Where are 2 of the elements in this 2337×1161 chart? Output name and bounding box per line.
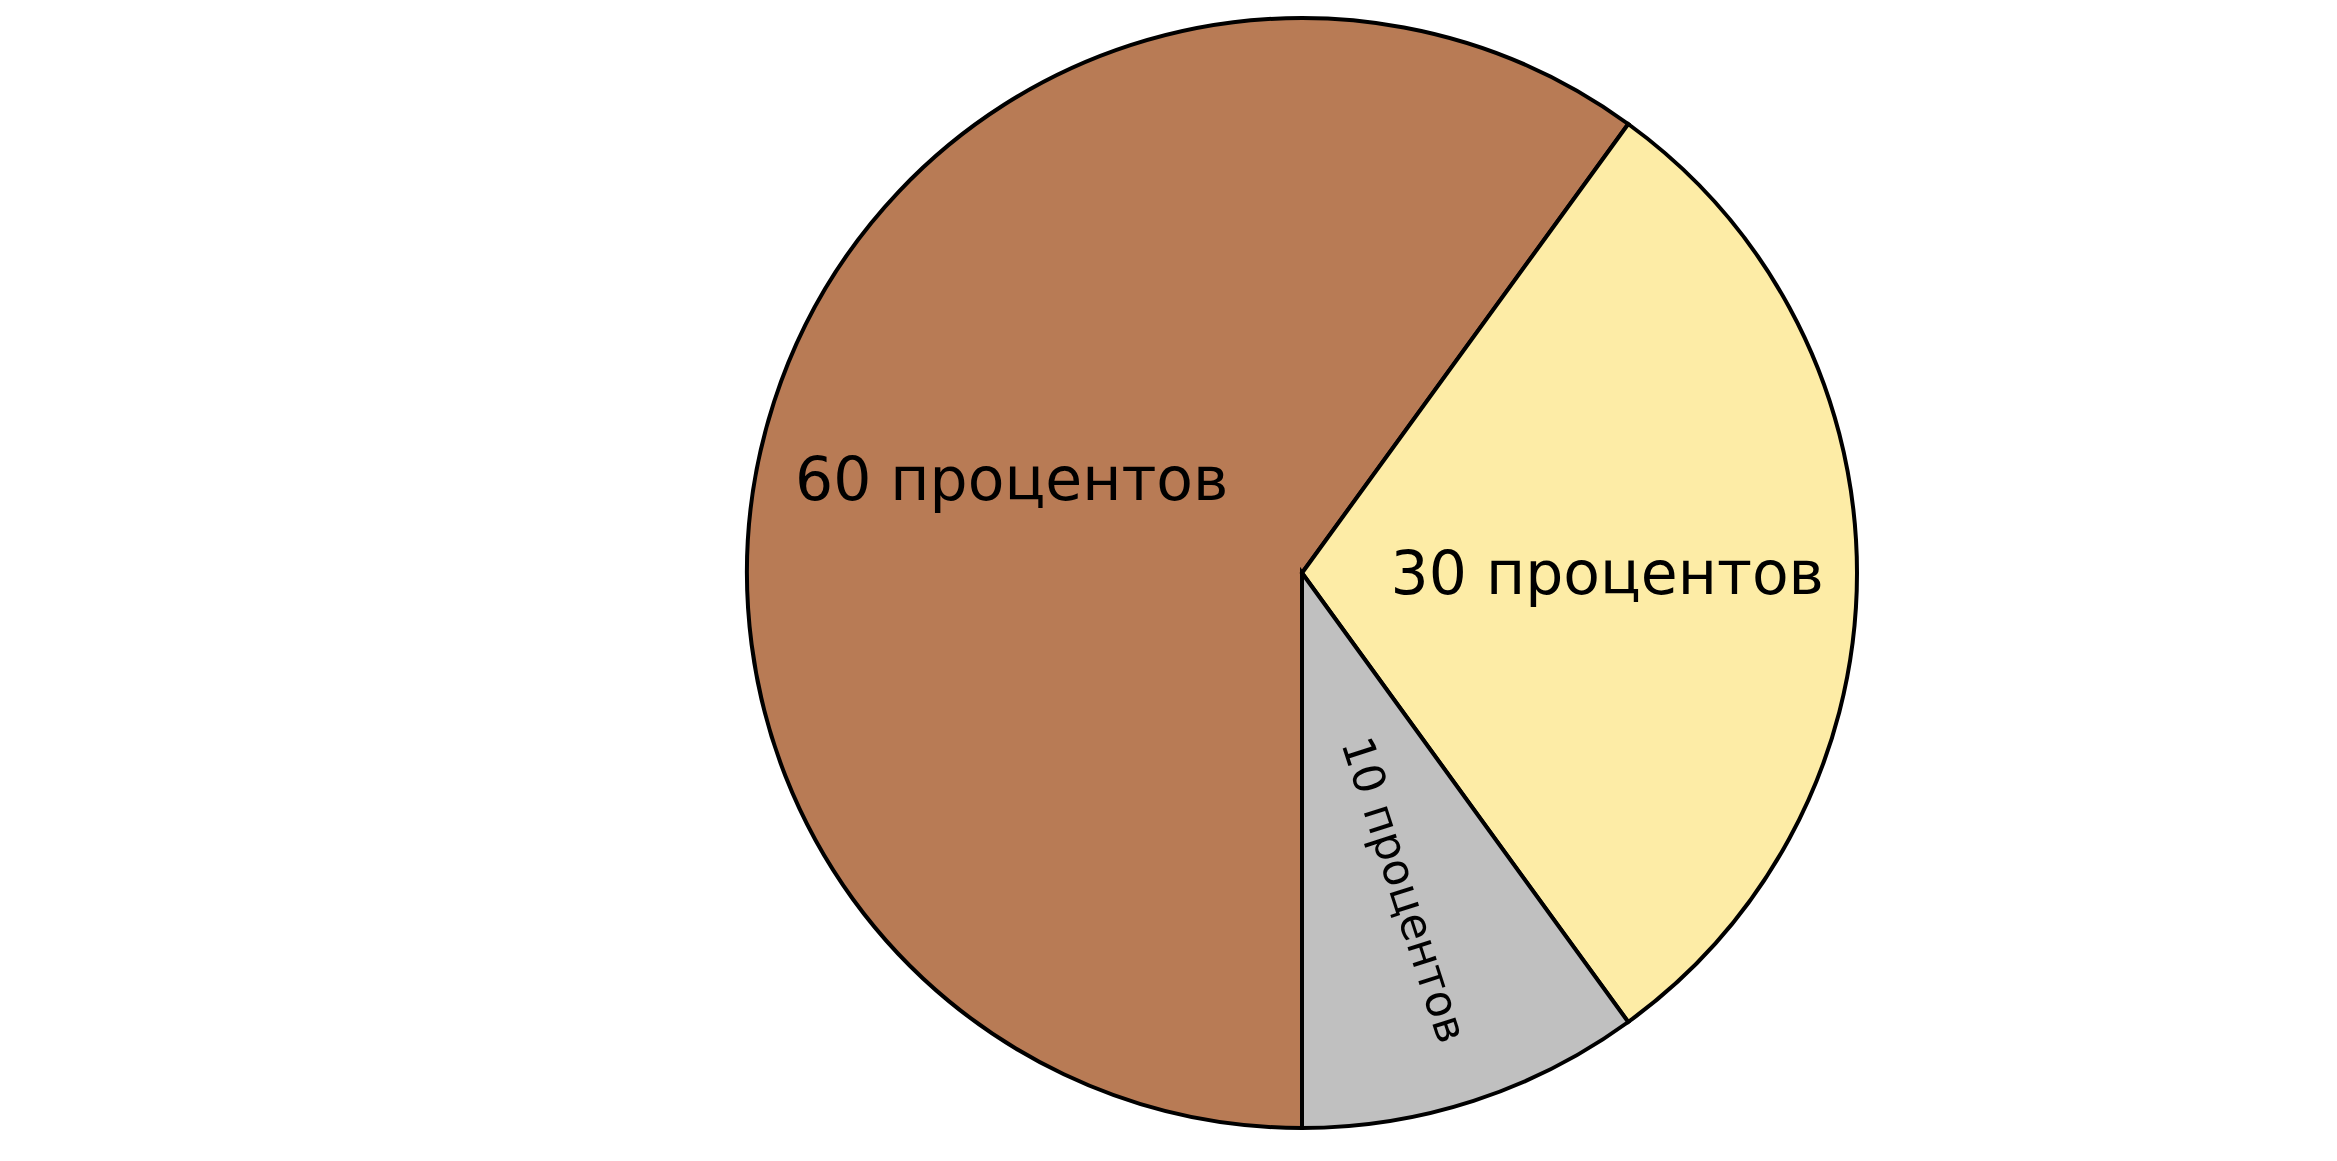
data-label: 60 процентов: [794, 443, 1229, 514]
data-label: 30 процентов: [1390, 538, 1824, 608]
